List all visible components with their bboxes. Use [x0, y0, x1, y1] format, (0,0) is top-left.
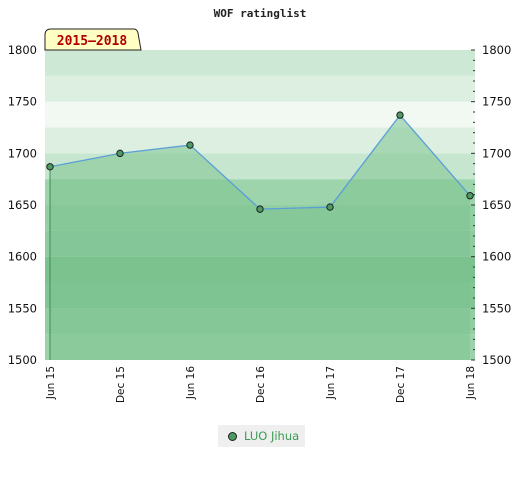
data-points: [46, 111, 474, 213]
rating-area: [50, 115, 470, 360]
x-tick-label: Dec 16: [255, 366, 267, 403]
legend-marker-icon: [228, 431, 237, 441]
y-tick-label-left: 1750: [8, 95, 37, 109]
y-tick-label-right: 1600: [482, 250, 511, 264]
y-tick-label-right: 1800: [482, 43, 511, 57]
y-tick-label-left: 1550: [8, 301, 37, 315]
y-tick-label-left: 1500: [8, 353, 37, 367]
x-tick-label: Dec 15: [115, 366, 127, 403]
period-badge-label: 2015–2018: [57, 34, 128, 49]
legend-label: LUO Jihua: [244, 429, 300, 443]
x-tick-label: Jun 18: [465, 366, 477, 400]
data-point-0[interactable]: [46, 163, 54, 171]
data-point-1[interactable]: [116, 149, 124, 158]
legend[interactable]: LUO Jihua: [218, 425, 306, 447]
x-tick-label: Jun 15: [45, 366, 57, 400]
right-axis-minor-ticks: [471, 49, 475, 361]
y-tick-label-right: 1650: [482, 198, 511, 212]
chart-title: WOF ratinglist: [214, 7, 307, 20]
y-tick-label-right: 1500: [482, 353, 511, 367]
x-tick-label: Dec 17: [395, 366, 407, 403]
y-tick-label-left: 1700: [8, 146, 37, 160]
x-tick-label: Jun 16: [185, 366, 197, 400]
y-tick-label-left: 1600: [8, 250, 37, 264]
rating-chart: 1500 1550 1600 1650 1700 1750 1800 1500 1550 160…: [8, 7, 512, 403]
band-1725: [45, 101, 475, 128]
band-1750: [45, 75, 475, 102]
data-point-4[interactable]: [326, 203, 334, 211]
band-1775: [45, 50, 475, 76]
period-badge: 2015–2018: [44, 28, 142, 51]
data-point-6[interactable]: [466, 192, 474, 200]
data-point-5[interactable]: [396, 111, 404, 119]
y-tick-label-right: 1750: [482, 95, 511, 109]
left-axis: 1500 1550 1600 1650 1700 1750 1800: [8, 43, 37, 367]
right-axis: 1500 1550 1600 1650 1700 1750 1800: [482, 43, 511, 367]
data-point-3[interactable]: [256, 205, 264, 213]
x-axis: Jun 15 Dec 15 Jun 16 Dec 16 Jun 17 Dec 17 Jun …: [45, 366, 477, 403]
y-tick-label-left: 1800: [8, 43, 37, 57]
data-point-2[interactable]: [186, 141, 194, 149]
y-tick-label-right: 1700: [482, 146, 511, 160]
y-tick-label-left: 1650: [8, 198, 37, 212]
x-tick-label: Jun 17: [325, 366, 337, 400]
y-tick-label-right: 1550: [482, 301, 511, 315]
